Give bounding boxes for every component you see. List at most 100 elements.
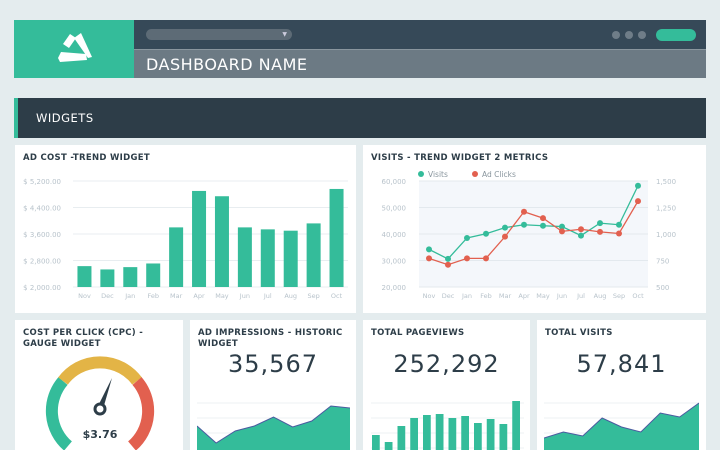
bar — [100, 269, 115, 287]
pageviews-sparkbars — [371, 401, 524, 450]
gauge-value: $3.76 — [83, 428, 118, 441]
total-visits-widget: TOTAL VISITS 57,841 — [537, 320, 706, 450]
bar — [260, 229, 275, 287]
series-line — [428, 200, 639, 266]
y-tick-label: $ 5,200.00 — [23, 178, 61, 186]
bar — [169, 227, 184, 287]
legend-label: Ad Clicks — [482, 170, 516, 179]
x-tick-label: Apr — [193, 292, 205, 300]
cpc-gauge-widget: COST PER CLICK (CPC) - GAUGE WIDGET $3.7… — [15, 320, 183, 450]
x-tick-label: Apr — [518, 292, 530, 300]
x-tick-label: Jan — [124, 292, 135, 300]
y-tick-label: 30,000 — [382, 258, 407, 266]
data-point — [616, 230, 622, 237]
x-tick-label: Jun — [556, 292, 567, 300]
y-tick-label: 20,000 — [382, 284, 407, 292]
bar — [146, 263, 161, 287]
x-tick-label: Aug — [594, 292, 607, 300]
visits-trend-chart: 20,000 500 30,000 750 40,000 1,000 50,000 1,250… — [382, 170, 677, 300]
bar — [283, 230, 298, 287]
menu-dot-icon[interactable] — [625, 31, 633, 39]
x-tick-label: Jun — [239, 292, 250, 300]
total-visits-sparkline — [544, 402, 699, 450]
data-point — [578, 226, 584, 233]
sparkline-area — [544, 403, 699, 450]
sparkbar — [448, 418, 457, 450]
pageviews-value: 252,292 — [393, 350, 500, 378]
x-tick-label: Jan — [461, 292, 472, 300]
data-point — [464, 234, 470, 241]
x-tick-label: Nov — [78, 292, 91, 300]
data-point — [483, 255, 489, 262]
widget-title: COST PER CLICK (CPC) - GAUGE WIDGET — [23, 328, 144, 349]
data-point — [635, 182, 641, 189]
x-tick-label: Jul — [576, 292, 585, 300]
bar — [237, 227, 252, 287]
legend-marker — [418, 171, 424, 177]
data-point — [502, 233, 508, 240]
sparkbar — [372, 435, 380, 450]
x-tick-label: May — [215, 292, 229, 300]
action-button[interactable] — [656, 29, 696, 41]
data-point — [540, 215, 546, 222]
x-tick-label: Sep — [613, 292, 625, 300]
data-point — [426, 246, 432, 253]
y-tick-label: $ 4,400.00 — [23, 205, 61, 213]
y-tick-label: $ 3,600.00 — [23, 231, 61, 239]
gauge: $3.76 — [45, 356, 155, 450]
x-tick-label: Feb — [147, 292, 159, 300]
data-point — [597, 220, 603, 227]
ad-cost-widget: AD COST -TREND WIDGET $ 2,000.00 $ 2,800.… — [15, 145, 356, 313]
gauge-red-arc — [127, 377, 155, 450]
y-tick-label: $ 2,800.00 — [23, 258, 61, 266]
sparkbar — [474, 423, 482, 450]
sparkbar — [384, 442, 393, 450]
x-tick-label: May — [536, 292, 550, 300]
data-point — [635, 198, 641, 205]
x-tick-label: Dec — [442, 292, 455, 300]
logo[interactable] — [14, 20, 134, 78]
top-bar: ▼ — [134, 20, 706, 49]
section-title: WIDGETS — [36, 111, 94, 125]
data-point — [597, 228, 603, 235]
bar — [306, 223, 321, 287]
data-point — [445, 261, 451, 268]
y2-tick-label: 750 — [656, 258, 669, 266]
widget-title: AD IMPRESSIONS - HISTORIC WIDGET — [198, 328, 343, 349]
x-tick-label: Jul — [263, 292, 272, 300]
dashboard-name: DASHBOARD NAME — [146, 55, 308, 74]
x-tick-label: Oct — [331, 292, 343, 300]
sparkbar — [512, 401, 520, 450]
impressions-widget: AD IMPRESSIONS - HISTORIC WIDGET 35,567 — [190, 320, 356, 450]
x-tick-label: Feb — [480, 292, 492, 300]
gauge-green-arc — [45, 377, 73, 450]
y-tick-label: 40,000 — [382, 231, 407, 239]
dashboard-selector[interactable]: ▼ — [146, 29, 292, 40]
sparkbar — [423, 415, 431, 450]
impressions-sparkline — [197, 402, 350, 450]
data-point — [540, 222, 546, 229]
sparkbar — [435, 414, 444, 450]
y2-tick-label: 1,500 — [656, 178, 676, 186]
widget-title: AD COST -TREND WIDGET — [23, 153, 150, 163]
y-tick-label: 50,000 — [382, 205, 407, 213]
data-point — [559, 223, 565, 230]
sparkline-line — [544, 402, 699, 439]
x-tick-label: Sep — [307, 292, 319, 300]
menu-dot-icon[interactable] — [612, 31, 620, 39]
sparkline-area — [197, 406, 350, 450]
x-tick-label: Aug — [284, 292, 297, 300]
ad-cost-chart: $ 2,000.00 $ 2,800.00 $ 3,600.00 $ 4,400.00… — [23, 178, 348, 300]
x-tick-label: Mar — [170, 292, 183, 300]
section-header: WIDGETS — [14, 98, 706, 138]
y-tick-label: $ 2,000.00 — [23, 284, 61, 292]
sparkbar — [499, 424, 508, 450]
legend-marker — [472, 171, 478, 177]
x-tick-label: Nov — [423, 292, 436, 300]
y2-tick-label: 1,250 — [656, 205, 676, 213]
y2-tick-label: 1,000 — [656, 231, 676, 239]
widget-title: VISITS - TREND WIDGET 2 METRICS — [371, 153, 549, 163]
menu-dot-icon[interactable] — [638, 31, 646, 39]
widget-title: TOTAL VISITS — [545, 328, 613, 338]
y2-tick-label: 500 — [656, 284, 669, 292]
